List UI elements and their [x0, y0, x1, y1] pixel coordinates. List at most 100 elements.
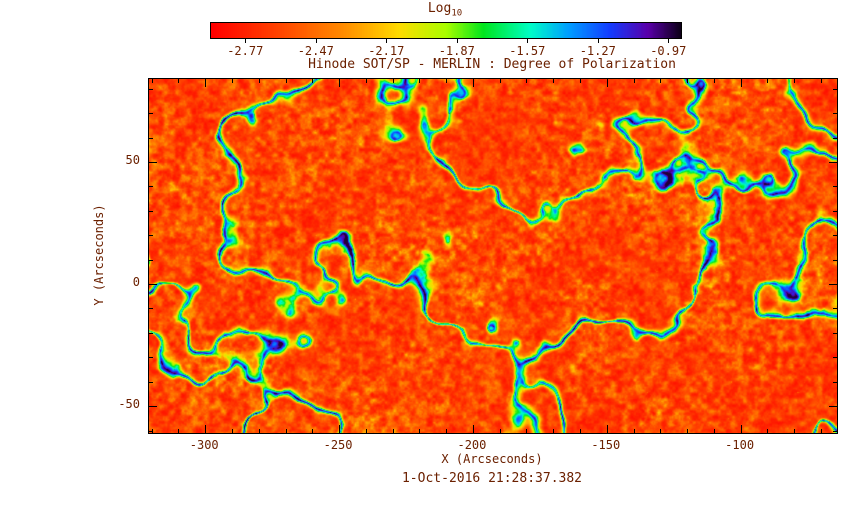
axis-tick — [149, 186, 153, 188]
y-axis-label: Y (Arcseconds) — [92, 204, 106, 306]
axis-tick — [820, 79, 822, 83]
axis-tick — [794, 79, 796, 83]
axis-tick — [833, 137, 837, 139]
axis-tick — [231, 79, 233, 83]
axis-tick — [833, 235, 837, 237]
axis-tick — [687, 429, 689, 433]
colorbar-tick-label: -1.27 — [579, 44, 616, 58]
axis-tick — [499, 429, 501, 433]
axis-tick — [312, 429, 314, 433]
axis-tick — [606, 79, 608, 87]
axis-tick — [794, 429, 796, 433]
axis-tick — [149, 210, 153, 212]
plot-frame — [148, 78, 838, 434]
axis-tick — [580, 79, 581, 83]
axis-tick — [829, 406, 837, 408]
axis-tick — [833, 88, 837, 90]
axis-tick — [149, 332, 153, 334]
axis-tick — [767, 79, 769, 83]
axis-tick — [446, 79, 448, 83]
axis-tick — [258, 79, 260, 83]
axis-tick — [820, 429, 822, 433]
axis-tick — [149, 308, 153, 310]
axis-tick — [149, 357, 153, 359]
axis-tick — [833, 381, 837, 383]
axis-tick — [365, 79, 367, 83]
axis-tick — [606, 425, 608, 433]
axis-tick — [767, 429, 769, 433]
plot-title: Hinode SOT/SP - MERLIN : Degree of Polar… — [308, 57, 676, 72]
axis-tick — [740, 79, 742, 87]
colorbar-tick-label: -0.97 — [650, 44, 687, 58]
colorbar: -2.77 -2.47 -2.17 -1.87 -1.57 -1.27 -0.97 — [210, 22, 686, 58]
axis-tick — [833, 113, 837, 115]
axis-tick — [833, 210, 837, 212]
axis-tick — [419, 429, 421, 433]
axis-tick — [713, 429, 715, 433]
axis-tick — [205, 425, 207, 433]
axis-tick — [833, 430, 837, 432]
x-tick-label: -250 — [323, 438, 353, 452]
colorbar-tick-label: -2.77 — [227, 44, 264, 58]
axis-tick — [392, 79, 394, 83]
axis-tick — [392, 429, 394, 433]
axis-tick — [149, 430, 153, 432]
axis-tick — [633, 79, 635, 83]
colorbar-tick — [315, 39, 317, 43]
axis-tick — [499, 79, 501, 83]
axis-tick — [472, 425, 474, 433]
colorbar-tick — [456, 39, 458, 43]
colorbar-tick — [668, 39, 670, 43]
y-tick-label: 50 — [125, 153, 140, 167]
axis-tick — [633, 429, 635, 433]
axis-tick — [526, 79, 528, 83]
axis-tick — [472, 79, 474, 87]
axis-tick — [149, 113, 153, 115]
axis-tick — [231, 429, 233, 433]
axis-tick — [339, 79, 341, 87]
axis-tick — [526, 429, 528, 433]
axis-tick — [740, 425, 742, 433]
colorbar-tick-label: -2.47 — [297, 44, 334, 58]
axis-tick — [660, 429, 662, 433]
axis-tick — [151, 79, 153, 83]
axis-tick — [149, 235, 153, 237]
colorbar-tick — [527, 39, 529, 43]
axis-tick — [660, 79, 662, 83]
x-tick-label: -100 — [725, 438, 755, 452]
axis-tick — [149, 284, 157, 286]
colorbar-title-sub: 10 — [451, 8, 463, 19]
x-tick-label: -150 — [591, 438, 621, 452]
colorbar-tick — [386, 39, 388, 43]
x-tick-label: -300 — [189, 438, 219, 452]
axis-tick — [285, 429, 287, 433]
axis-tick — [553, 79, 555, 83]
axis-tick — [713, 79, 715, 83]
polarization-map — [149, 79, 837, 433]
axis-tick — [178, 429, 180, 433]
colorbar-title-main: Log — [427, 1, 452, 16]
axis-tick — [553, 429, 555, 433]
axis-tick — [829, 162, 837, 163]
axis-tick — [833, 259, 837, 261]
axis-tick — [149, 137, 153, 139]
axis-tick — [833, 357, 837, 359]
axis-tick — [365, 429, 367, 433]
axis-tick — [285, 79, 287, 83]
axis-tick — [258, 429, 260, 433]
x-axis-label: X (Arcseconds) — [441, 452, 543, 466]
x-tick-label: -200 — [457, 438, 487, 452]
axis-tick — [833, 186, 837, 188]
colorbar-title: Log10 — [210, 1, 680, 19]
axis-tick — [205, 79, 207, 87]
axis-tick — [149, 88, 153, 90]
axis-tick — [149, 162, 157, 163]
axis-tick — [312, 79, 314, 83]
axis-tick — [149, 406, 157, 408]
axis-tick — [580, 429, 581, 433]
axis-tick — [687, 79, 689, 83]
colorbar-tick — [245, 39, 247, 43]
y-tick-label: 0 — [132, 275, 140, 290]
axis-tick — [829, 284, 837, 286]
